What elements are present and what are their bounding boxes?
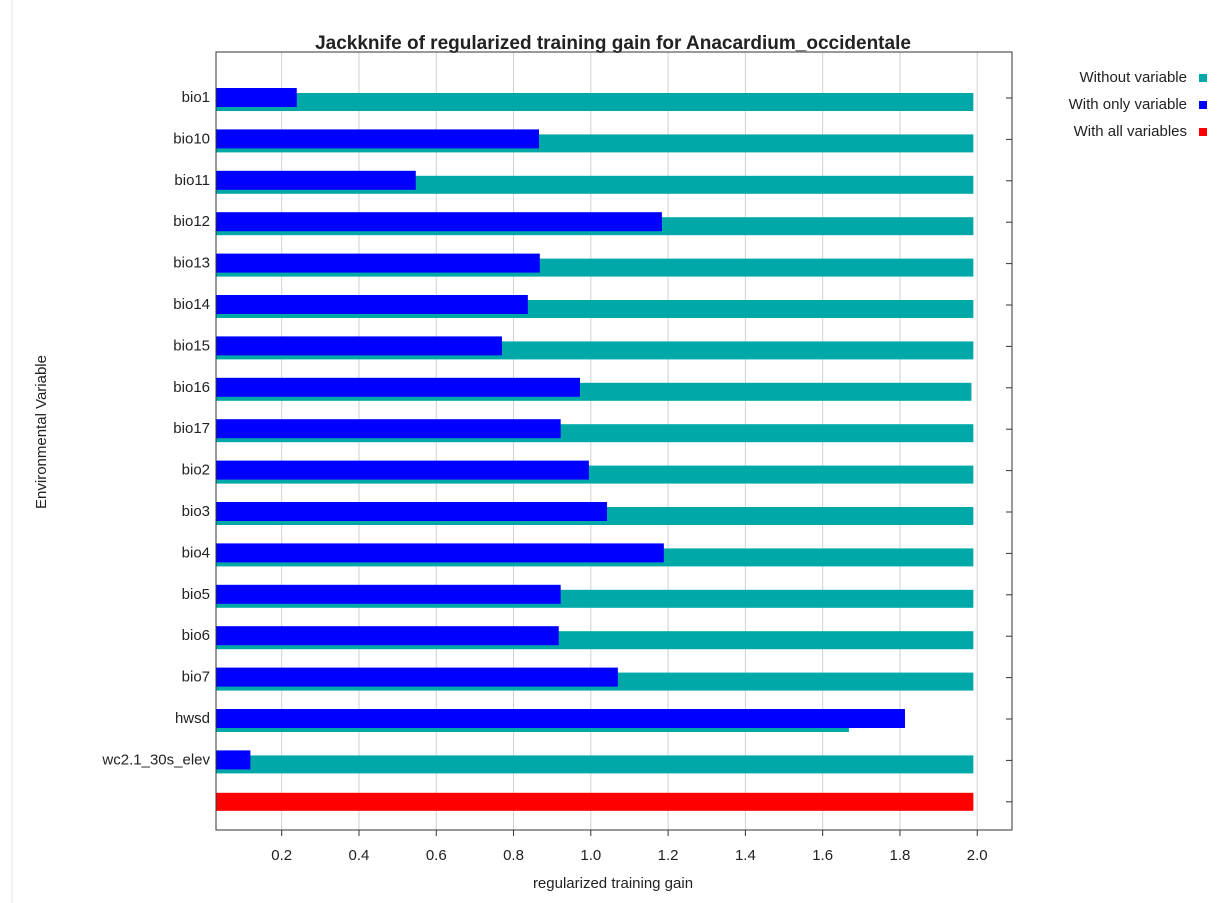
x-tick-label: 1.4 [735,847,756,864]
bar [216,543,664,563]
y-tick-label: bio5 [182,586,210,603]
legend-swatch [1199,101,1207,109]
bar [216,667,618,687]
y-tick-label: bio13 [173,255,210,272]
legend-label: Without variable [1079,69,1187,86]
y-tick-label: bio12 [173,213,210,230]
chart-title: Jackknife of regularized training gain f… [315,33,911,54]
bar [216,709,905,728]
y-tick-label: bio17 [173,420,210,437]
x-tick-label: 1.8 [890,847,911,864]
bar [216,584,561,604]
bar [216,502,608,521]
y-tick-label: bio11 [174,172,210,189]
x-tick-label: 1.6 [812,847,833,864]
x-tick-label: 2.0 [967,847,988,864]
legend-swatch [1199,128,1207,136]
bar [216,626,559,646]
y-tick-label: bio3 [182,503,210,520]
x-tick-label: 1.0 [580,847,601,864]
bar [216,419,561,439]
y-tick-label: wc2.1_30s_elev [101,751,210,768]
bar [216,212,662,232]
bar [216,460,589,480]
bar [216,792,974,811]
y-tick-label: bio14 [173,296,210,313]
y-tick-label: bio6 [182,627,210,644]
x-axis-label: regularized training gain [533,875,693,892]
bar [216,93,974,111]
y-tick-label: bio15 [173,337,210,354]
y-tick-label: bio10 [173,130,210,147]
y-tick-label: bio4 [182,544,210,561]
legend-swatch [1199,74,1207,82]
bar [216,377,580,397]
y-tick-label: bio7 [182,669,210,686]
bar [216,129,540,149]
bar [216,295,528,314]
legend-label: With only variable [1069,96,1187,113]
y-tick-label: bio16 [173,379,210,396]
bar [216,88,297,107]
x-tick-label: 0.2 [271,847,292,864]
x-tick-label: 1.2 [658,847,679,864]
y-tick-label: hwsd [175,710,210,727]
bar [216,336,502,356]
y-tick-label: bio1 [182,89,210,106]
plot-frame [215,51,1013,831]
bar [216,170,416,190]
x-tick-label: 0.6 [426,847,447,864]
legend-label: With all variables [1074,123,1187,140]
y-axis-label: Environmental Variable [33,355,50,509]
bar [216,755,974,774]
bar [216,253,540,273]
x-tick-label: 0.4 [349,847,370,864]
bar [216,750,251,770]
y-tick-label: bio2 [182,462,210,479]
x-tick-label: 0.8 [503,847,524,864]
